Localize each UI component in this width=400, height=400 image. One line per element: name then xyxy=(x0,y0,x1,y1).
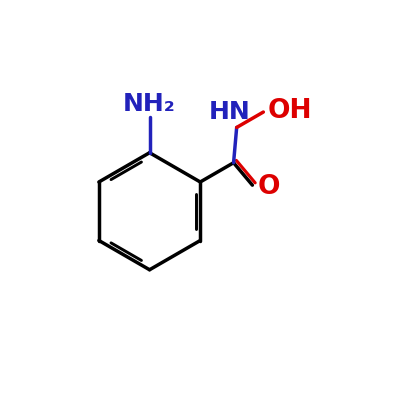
Text: NH₂: NH₂ xyxy=(123,92,176,116)
Text: OH: OH xyxy=(268,98,312,124)
Text: HN: HN xyxy=(209,100,251,124)
Text: O: O xyxy=(258,174,280,200)
